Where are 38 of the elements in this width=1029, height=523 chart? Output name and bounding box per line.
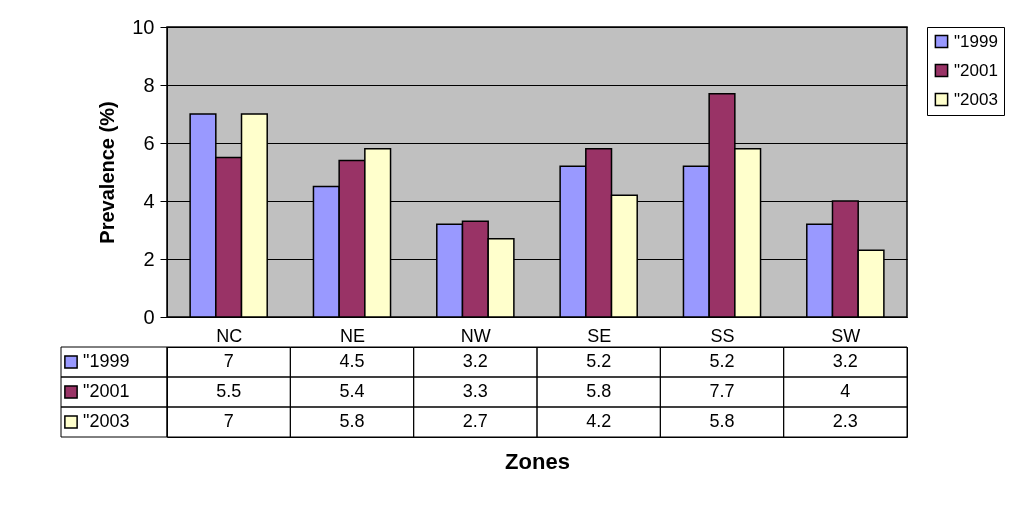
x-tick-label: NW [460,325,491,346]
y-tick-label: 8 [143,73,155,96]
legend-label: "2003 [954,89,998,109]
y-tick-label: 4 [143,189,155,212]
data-label: 5.8 [339,411,365,431]
legend-label: "2001 [954,60,998,80]
y-tick-label: 2 [143,247,155,270]
data-label: 5.5 [216,381,242,401]
x-axis-title: Zones [505,448,570,474]
data-label: 7 [223,411,234,431]
data-label: 4.2 [586,411,612,431]
text: "2001 [83,381,130,401]
y-tick-label: 10 [132,15,155,38]
data-label: 3.2 [832,351,858,371]
data-label: 2.7 [462,411,488,431]
data-label: 5.2 [586,351,612,371]
x-tick-label: SW [831,325,861,346]
data-label: 4 [840,381,851,401]
data-label: 2.3 [832,411,858,431]
data-label: 3.2 [462,351,488,371]
x-tick-label: SS [710,325,735,346]
data-label: 3.3 [462,381,488,401]
data-label: 4.5 [339,351,365,371]
data-label: 5.4 [339,381,365,401]
x-tick-label: NE [339,325,366,346]
y-axis-title: Prevalence (%) [96,101,119,244]
x-tick-label: NC [216,325,243,346]
y-tick-label: 0 [143,305,155,328]
x-tick-label: SE [587,325,612,346]
data-label: 5.8 [709,411,735,431]
data-label: 7.7 [709,381,735,401]
data-label: 7 [223,351,234,371]
text: "2003 [83,411,130,431]
legend-label: "1999 [83,351,130,371]
y-tick-label: 6 [143,131,155,154]
text: "1999 [954,31,998,51]
data-label: 5.2 [709,351,735,371]
data-label: 5.8 [586,381,612,401]
